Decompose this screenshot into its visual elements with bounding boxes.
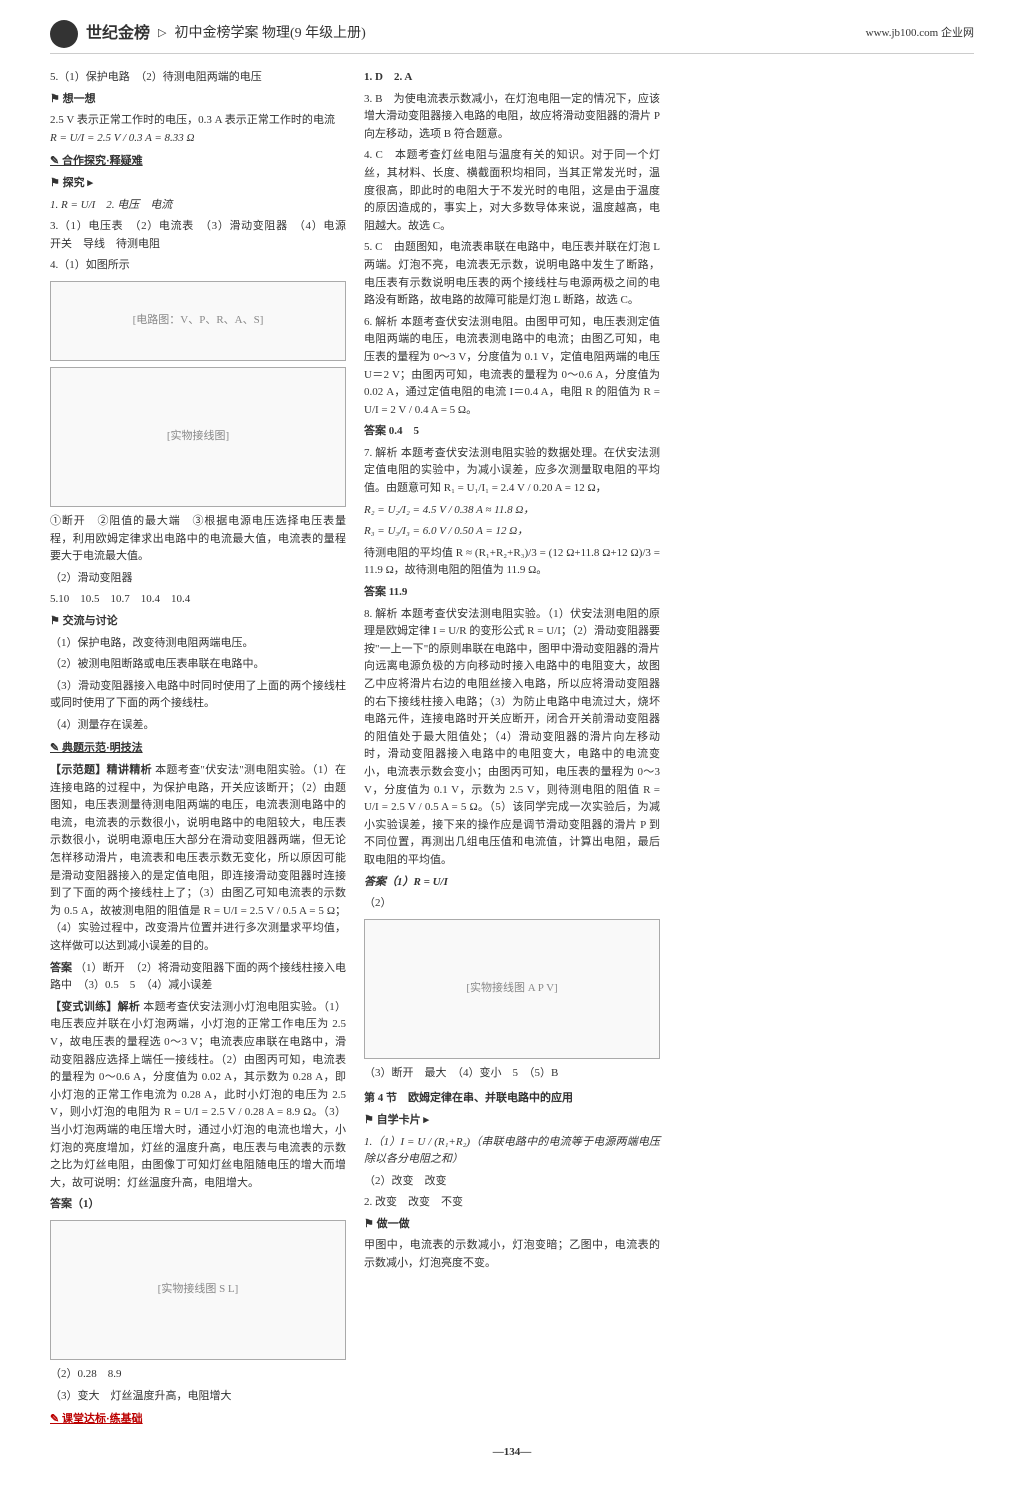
answer-1-text: （1）断开 （2）将滑动变阻器下面的两个接线柱接入电路中 （3）0.5 5 （4…: [50, 962, 346, 992]
discuss-head: 交流与讨论: [50, 613, 346, 631]
variant-body: 【变式训练】解析 本题考查伏安法测小灯泡电阻实验。（1）电压表应并联在小灯泡两端…: [50, 999, 346, 1193]
answer-8a: 答案（1）R = U/I: [364, 874, 660, 892]
variant-label: 【变式训练】解析: [50, 1001, 140, 1013]
page-number: —134—: [50, 1444, 974, 1462]
example-body: 【示范题】精讲精析 本题考查"伏安法"测电阻实验。（1）在连接电路的过程中，为保…: [50, 762, 346, 956]
answer-label: 答案: [50, 962, 72, 974]
explore-3: 3.（1）电压表 （2）电流表 （3）滑动变阻器 （4）电源 开关 导线 待测电…: [50, 218, 346, 253]
explore-4: 4.（1）如图所示: [50, 257, 346, 275]
selfstudy-3: 2. 改变 改变 不变: [364, 1194, 660, 1212]
discuss-2: （2）被测电阻断路或电压表串联在电路中。: [50, 656, 346, 674]
logo-icon: [50, 20, 78, 48]
k-answer-4: 4. C 本题考查灯丝电阻与温度有关的知识。对于同一个灯丝，其材料、长度、横截面…: [364, 147, 660, 235]
variant-text: 本题考查伏安法测小灯泡电阻实验。（1）电压表应并联在小灯泡两端，小灯泡的正常工作…: [50, 1001, 346, 1189]
think-heading: 想一想: [50, 91, 346, 109]
wiring-diagram-3: [实物接线图 A P V]: [364, 919, 660, 1059]
answer-1: 答案 （1）断开 （2）将滑动变阻器下面的两个接线柱接入电路中 （3）0.5 5…: [50, 960, 346, 995]
math-formula: R = U/I = 2.5 V / 0.3 A = 8.33 Ω: [50, 132, 195, 144]
k7-avg: 待测电阻的平均值 R ≈ (R₁+R₂+R₃)/3 = (12 Ω+11.8 Ω…: [364, 545, 660, 580]
selfstudy-head: 自学卡片 ▸: [364, 1112, 660, 1130]
discuss-3: （3）滑动变阻器接入电路中时同时使用了上面的两个接线柱或同时使用了下面的两个接线…: [50, 678, 346, 713]
book-title: 初中金榜学案 物理(9 年级上册): [174, 23, 365, 45]
doit-head: 做一做: [364, 1216, 660, 1234]
wiring-diagram-2: [实物接线图 S L]: [50, 1220, 346, 1360]
k7-r2: R₂ = U₂/I₂ = 4.5 V / 0.38 A ≈ 11.8 Ω，: [364, 502, 660, 520]
answer-7: 答案 11.9: [364, 584, 660, 602]
think-text: 2.5 V 表示正常工作时的电压，0.3 A 表示正常工作时的电流: [50, 114, 346, 126]
page-header: 世纪金榜 ▷ 初中金榜学案 物理(9 年级上册) www.jb100.com 企…: [50, 20, 974, 54]
circuit-diagram-1: [电路图：V、P、R、A、S]: [50, 281, 346, 361]
brand-name: 世纪金榜: [86, 21, 150, 47]
k-answer-6: 6. 解析 本题考查伏安法测电阻。由图甲可知，电压表测定值电阻两端的电压，电流表…: [364, 314, 660, 420]
k-answer-1-2: 1. D 2. A: [364, 69, 660, 87]
explore-4b: ①断开 ②阻值的最大端 ③根据电源电压选择电压表量程，利用欧姆定律求出电路中的电…: [50, 513, 346, 566]
selfstudy-1: 1.（1）I = U / (R₁+R₂)（串联电路中的电流等于电源两端电压除以各…: [364, 1134, 660, 1169]
variant-2: （2）0.28 8.9: [50, 1366, 346, 1384]
k7-r3: R₃ = U₃/I₃ = 6.0 V / 0.50 A = 12 Ω，: [364, 523, 660, 541]
selfstudy-2: （2）改变 改变: [364, 1173, 660, 1191]
k-answer-7: 7. 解析 本题考查伏安法测电阻实验的数据处理。在伏安法测定值电阻的实验中，为减…: [364, 445, 660, 498]
section-example: ✎ 典题示范·明技法: [50, 740, 346, 758]
answer-2: 答案（1）: [50, 1196, 346, 1214]
explore-4c: （2）滑动变阻器: [50, 570, 346, 588]
header-left: 世纪金榜 ▷ 初中金榜学案 物理(9 年级上册): [50, 20, 366, 48]
think-body: 2.5 V 表示正常工作时的电压，0.3 A 表示正常工作时的电流 R = U/…: [50, 112, 346, 147]
explore-1: 1. R = U/I 2. 电压 电流: [50, 197, 346, 215]
triangle-icon: ▷: [158, 25, 166, 43]
k-answer-3: 3. B 为使电流表示数减小，在灯泡电阻一定的情况下，应该增大滑动变阻器接入电路…: [364, 91, 660, 144]
example-label: 【示范题】精讲精析: [50, 764, 152, 776]
answer-6: 答案 0.4 5: [364, 423, 660, 441]
k-answer-5: 5. C 由题图知，电流表串联在电路中，电压表并联在灯泡 L 两端。灯泡不亮，电…: [364, 239, 660, 309]
wiring-diagram-1: [实物接线图]: [50, 367, 346, 507]
answer-8c: （3）断开 最大 （4）变小 5 （5）B: [364, 1065, 660, 1083]
example-text: 本题考查"伏安法"测电阻实验。（1）在连接电路的过程中，为保护电路，开关应该断开…: [50, 764, 346, 952]
explore-head: 探究 ▸: [50, 175, 346, 193]
explore-5: 5.10 10.5 10.7 10.4 10.4: [50, 591, 346, 609]
answer-5: 5.（1）保护电路 （2）待测电阻两端的电压: [50, 69, 346, 87]
main-content: 5.（1）保护电路 （2）待测电阻两端的电压 想一想 2.5 V 表示正常工作时…: [50, 69, 974, 1429]
variant-3: （3）变大 灯丝温度升高，电阻增大: [50, 1388, 346, 1406]
discuss-1: （1）保护电路，改变待测电阻两端电压。: [50, 635, 346, 653]
section-4-title: 第 4 节 欧姆定律在串、并联电路中的应用: [364, 1090, 660, 1108]
section-class: ✎ 课堂达标·练基础: [50, 1411, 346, 1429]
section-coop: ✎ 合作探究·释疑难: [50, 153, 346, 171]
answer-8b: （2）: [364, 895, 660, 913]
k-answer-8: 8. 解析 本题考查伏安法测电阻实验。（1）伏安法测电阻的原理是欧姆定律 I =…: [364, 606, 660, 870]
site-url: www.jb100.com 企业网: [866, 25, 974, 43]
discuss-4: （4）测量存在误差。: [50, 717, 346, 735]
doit-1: 甲图中，电流表的示数减小，灯泡变暗；乙图中，电流表的示数减小，灯泡亮度不变。: [364, 1237, 660, 1272]
